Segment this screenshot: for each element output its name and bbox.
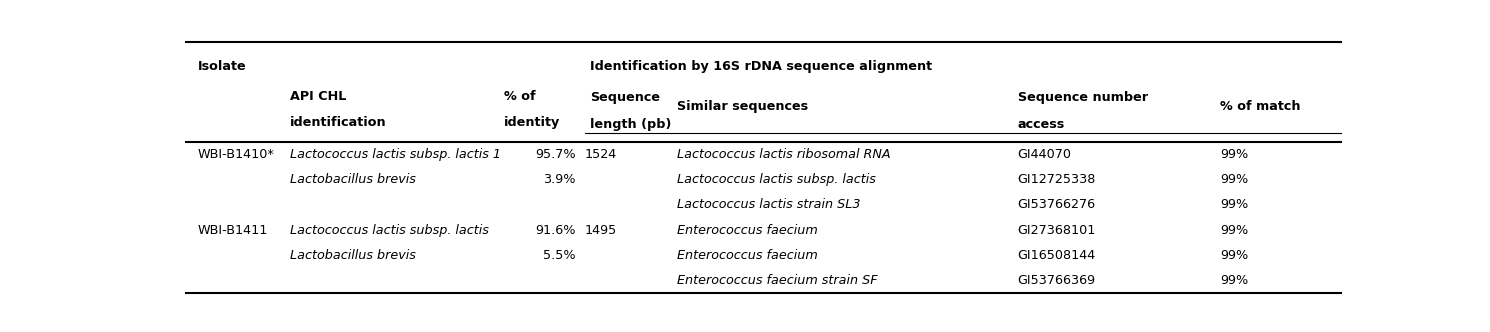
Text: Lactococcus lactis subsp. lactis: Lactococcus lactis subsp. lactis [676,173,876,186]
Text: 5.5%: 5.5% [542,249,575,262]
Text: Lactococcus lactis strain SL3: Lactococcus lactis strain SL3 [676,199,861,211]
Text: GI27368101: GI27368101 [1018,223,1097,237]
Text: Lactobacillus brevis: Lactobacillus brevis [291,173,416,186]
Text: Sequence: Sequence [590,91,660,104]
Text: length (pb): length (pb) [590,118,672,131]
Text: Lactococcus lactis subsp. lactis 1: Lactococcus lactis subsp. lactis 1 [291,148,501,161]
Text: % of match: % of match [1220,101,1301,114]
Text: 91.6%: 91.6% [535,223,575,237]
Text: Enterococcus faecium strain SF: Enterococcus faecium strain SF [676,274,878,287]
Text: Lactococcus lactis ribosomal RNA: Lactococcus lactis ribosomal RNA [676,148,891,161]
Text: Enterococcus faecium: Enterococcus faecium [676,223,818,237]
Text: access: access [1018,118,1065,131]
Text: WBI-B1411: WBI-B1411 [198,223,268,237]
Text: 1524: 1524 [584,148,617,161]
Text: 3.9%: 3.9% [542,173,575,186]
Text: GI53766276: GI53766276 [1018,199,1095,211]
Text: GI53766369: GI53766369 [1018,274,1095,287]
Text: Lactococcus lactis subsp. lactis: Lactococcus lactis subsp. lactis [291,223,489,237]
Text: WBI-B1410*: WBI-B1410* [198,148,274,161]
Text: 99%: 99% [1220,199,1249,211]
Text: Similar sequences: Similar sequences [676,101,808,114]
Text: % of: % of [504,90,535,103]
Text: Sequence number: Sequence number [1018,91,1147,104]
Text: 99%: 99% [1220,148,1249,161]
Text: 95.7%: 95.7% [535,148,575,161]
Text: identity: identity [504,117,560,129]
Text: Isolate: Isolate [198,60,246,73]
Text: identification: identification [291,117,387,129]
Text: GI12725338: GI12725338 [1018,173,1097,186]
Text: API CHL: API CHL [291,90,347,103]
Text: 99%: 99% [1220,249,1249,262]
Text: GI44070: GI44070 [1018,148,1071,161]
Text: 99%: 99% [1220,274,1249,287]
Text: Identification by 16S rDNA sequence alignment: Identification by 16S rDNA sequence alig… [590,60,933,73]
Text: 1495: 1495 [584,223,617,237]
Text: Lactobacillus brevis: Lactobacillus brevis [291,249,416,262]
Text: Enterococcus faecium: Enterococcus faecium [676,249,818,262]
Text: GI16508144: GI16508144 [1018,249,1097,262]
Text: 99%: 99% [1220,173,1249,186]
Text: 99%: 99% [1220,223,1249,237]
